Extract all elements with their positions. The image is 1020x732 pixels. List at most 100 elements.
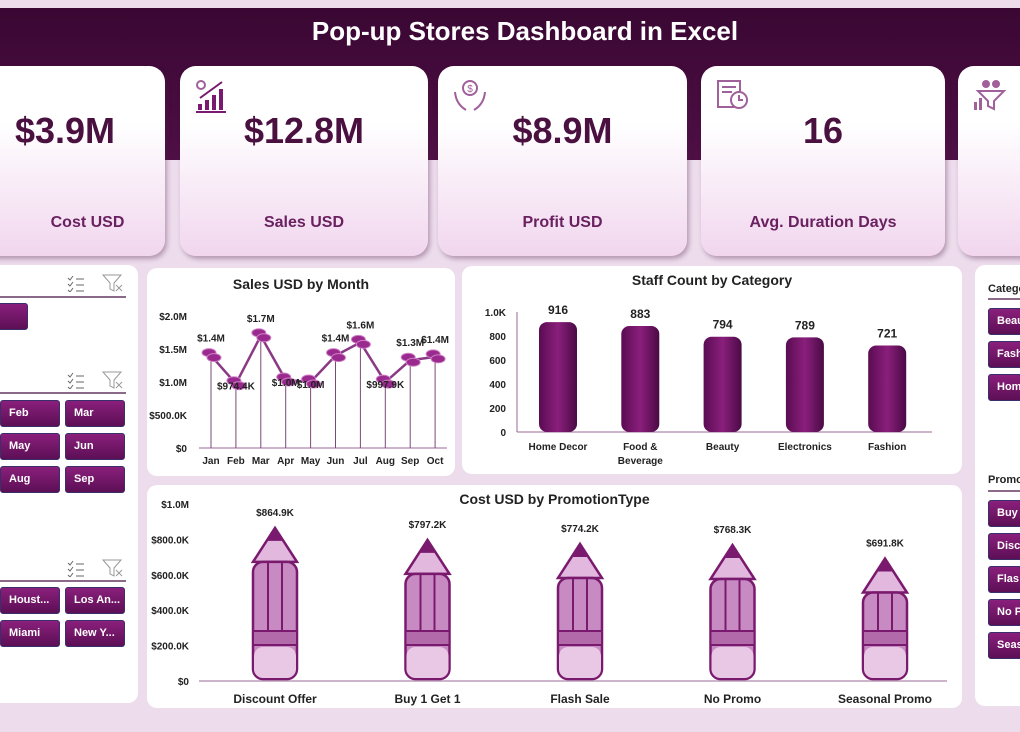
chart-title: Sales USD by Month <box>232 276 370 292</box>
kpi-card-profit: $ $8.9M Profit USD <box>438 66 687 256</box>
y-tick-label: 400 <box>489 380 506 391</box>
kpi-card-staff <box>958 66 1020 256</box>
category-slicer-header: Catego <box>988 283 1020 295</box>
data-label: 794 <box>713 318 733 332</box>
slicer-button-category[interactable]: Fash <box>988 341 1020 368</box>
x-tick-label: Beauty <box>706 442 740 453</box>
divider <box>0 580 126 582</box>
kpi-value: $3.9M <box>14 110 116 151</box>
pencil-band <box>557 630 603 646</box>
coin-marker <box>256 333 272 343</box>
bar <box>539 322 577 432</box>
y-tick-label: $1.0M <box>161 500 189 511</box>
data-label: $1.6M <box>347 320 375 331</box>
multi-select-icon[interactable] <box>66 559 86 577</box>
pencil-lead <box>419 539 436 553</box>
slicer-button[interactable] <box>0 303 28 330</box>
slicer-button-promo[interactable]: Flas <box>988 566 1020 593</box>
y-tick-label: $800.0K <box>151 535 190 546</box>
pencil-eraser <box>254 647 296 678</box>
slicer-button-promo[interactable]: Disc <box>988 533 1020 560</box>
divider <box>988 298 1020 300</box>
slicer-button-month[interactable]: Aug <box>0 466 60 493</box>
coin-marker <box>331 353 346 363</box>
pencil-band <box>252 630 298 646</box>
slicer-button-city[interactable]: New Y... <box>65 620 125 647</box>
data-label: 916 <box>548 303 568 317</box>
x-tick-label: Aug <box>376 456 395 467</box>
data-label: $1.0M <box>297 380 325 391</box>
promo-slicer-header: Promo <box>988 474 1020 486</box>
x-tick-label: Jan <box>202 456 219 467</box>
data-label: $1.4M <box>197 334 225 345</box>
chart-title: Cost USD by PromotionType <box>459 491 650 507</box>
x-tick-label: May <box>301 456 321 467</box>
x-tick-label: No Promo <box>704 692 761 706</box>
clear-filter-icon[interactable] <box>102 559 124 577</box>
slicer-button-promo[interactable]: Seas <box>988 632 1020 659</box>
y-tick-label: $0 <box>176 444 188 455</box>
data-label: $691.8K <box>866 539 905 550</box>
y-tick-label: $1.5M <box>159 345 187 356</box>
bar <box>621 326 660 432</box>
coin-marker <box>380 379 396 389</box>
y-tick-label: $400.0K <box>151 606 190 617</box>
kpi-value: $12.8M <box>243 110 365 151</box>
coin-marker <box>206 353 222 363</box>
slicer-button-city[interactable]: Los An... <box>65 587 125 614</box>
slicer-button-city[interactable]: Miami <box>0 620 60 647</box>
coin-marker <box>405 357 421 367</box>
pencil-eraser <box>864 647 906 678</box>
slicer-button-month[interactable]: Jun <box>65 433 125 460</box>
slicer-button-month[interactable]: May <box>0 433 60 460</box>
sales-line <box>210 333 436 386</box>
chart-title: Staff Count by Category <box>631 272 793 288</box>
slicer-button-promo[interactable]: No P <box>988 599 1020 626</box>
data-label: $1.4M <box>421 335 449 346</box>
x-tick-label: Flash Sale <box>550 692 610 706</box>
multi-select-icon[interactable] <box>66 274 86 292</box>
slicer-button-month[interactable]: Mar <box>65 400 125 427</box>
kpi-value: $8.9M <box>512 110 613 151</box>
y-tick-label: $1.0M <box>159 378 187 389</box>
slicer-button-category[interactable]: Beau <box>988 308 1020 335</box>
y-tick-label: 600 <box>489 356 506 367</box>
pencil-lead <box>877 558 893 572</box>
bar <box>785 337 824 432</box>
data-label: $1.0M <box>272 378 300 389</box>
slicer-button-city[interactable]: Houst... <box>0 587 60 614</box>
bar <box>703 336 742 432</box>
clear-filter-icon[interactable] <box>102 371 124 389</box>
slicer-toolbar <box>66 559 126 579</box>
x-tick-label: Oct <box>427 456 444 467</box>
coin-marker <box>355 339 371 349</box>
slicer-button-month[interactable]: Sep <box>65 466 125 493</box>
x-tick-label: Electronics <box>778 442 832 453</box>
x-tick-label: Buy 1 Get 1 <box>394 692 460 706</box>
pencil-eraser <box>406 647 449 678</box>
kpi-card-sales: $12.8M Sales USD <box>180 66 428 256</box>
clear-filter-icon[interactable] <box>102 274 124 292</box>
y-tick-label: 0 <box>500 428 506 439</box>
slicer-button-month[interactable]: Feb <box>0 400 60 427</box>
data-label: 883 <box>630 307 650 321</box>
data-label: $1.3M <box>396 338 424 349</box>
page-title: Pop-up Stores Dashboard in Excel <box>311 16 739 46</box>
divider <box>0 296 126 298</box>
x-tick-label: Jul <box>353 456 368 467</box>
cost-by-promotion-chart: Cost USD by PromotionType $0 $200.0K $400.… <box>147 485 962 708</box>
kpi-label: Avg. Duration Days <box>749 214 897 231</box>
team-funnel-icon <box>974 80 1007 111</box>
bar <box>868 345 907 432</box>
coin-marker <box>430 354 446 364</box>
schedule-handshake-icon <box>717 80 748 109</box>
x-tick-label: Apr <box>277 456 294 467</box>
slicer-button-promo[interactable]: Buy <box>988 500 1020 527</box>
sales-by-month-chart: Sales USD by Month $0 $500.0K $1.0M $1.5M $2… <box>147 268 455 476</box>
slicer-button-category[interactable]: Hom <box>988 374 1020 401</box>
pencil-band <box>709 630 756 646</box>
data-label: $864.9K <box>256 508 295 519</box>
x-tick-label: Feb <box>227 456 245 467</box>
multi-select-icon[interactable] <box>66 371 86 389</box>
y-tick-label: 800 <box>489 332 506 343</box>
